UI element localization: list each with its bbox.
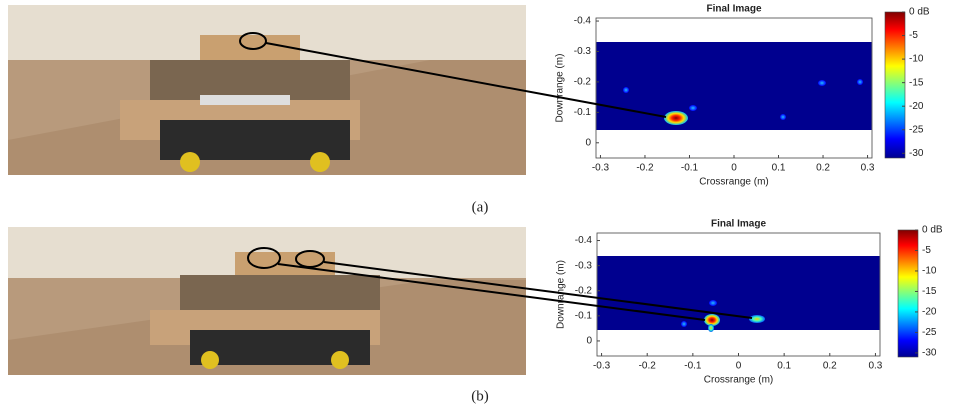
y-axis-label: Downrange (m) (556, 260, 567, 329)
caption: (a) (472, 199, 489, 215)
y-tick-label: -0.1 (574, 107, 592, 118)
reflection (818, 80, 826, 86)
y-tick-label: -0.4 (575, 235, 593, 246)
y-tick-label: 0 (585, 137, 591, 148)
y-tick-label: -0.2 (574, 77, 592, 88)
colorbar-tick-label: 0 dB (922, 225, 943, 236)
reflection (623, 87, 629, 93)
colorbar (897, 229, 919, 358)
reflection (664, 111, 688, 125)
x-tick-label: -0.1 (684, 361, 702, 372)
x-tick-label: 0.2 (823, 361, 837, 372)
reflection (704, 314, 720, 326)
colorbar-tick-label: -15 (922, 286, 937, 297)
image-data (596, 42, 872, 130)
caption: (b) (471, 388, 489, 404)
colorbar-tick-label: -5 (922, 245, 931, 256)
reflection (749, 315, 765, 323)
colorbar-tick-label: -15 (909, 77, 924, 88)
x-tick-label: 0 (731, 163, 737, 174)
reflection (689, 105, 697, 111)
x-axis-label: Crossrange (m) (704, 375, 773, 386)
colorbar-tick-label: -10 (922, 266, 937, 277)
x-tick-label: -0.2 (636, 163, 654, 174)
reflection (708, 324, 714, 332)
reflection (709, 300, 717, 306)
y-tick-label: -0.1 (575, 310, 593, 321)
colorbar (884, 11, 906, 159)
colorbar-tick-label: -25 (922, 327, 937, 338)
colorbar-tick-label: -30 (922, 348, 937, 359)
x-tick-label: 0.3 (868, 361, 882, 372)
connector (265, 42, 753, 321)
colorbar-tick-label: -20 (909, 101, 924, 112)
y-tick-label: 0 (586, 336, 592, 347)
y-tick-label: -0.4 (574, 16, 592, 27)
photo (8, 227, 526, 375)
colorbar-tick-label: -25 (909, 124, 924, 135)
x-tick-label: 0.1 (772, 163, 786, 174)
colorbar-tick-label: 0 dB (909, 7, 930, 18)
colorbar-tick-label: -30 (909, 148, 924, 159)
colorbar-tick-label: -5 (909, 30, 918, 41)
colorbar-tick-label: -10 (909, 54, 924, 65)
x-tick-label: -0.3 (593, 361, 611, 372)
image-data (597, 256, 880, 330)
plot-title: Final Image (706, 4, 761, 15)
reflection (681, 321, 687, 327)
x-axis-label: Crossrange (m) (699, 177, 768, 188)
x-tick-label: 0.2 (816, 163, 830, 174)
x-tick-label: -0.3 (592, 163, 610, 174)
plot-title: Final Image (711, 219, 766, 230)
x-tick-label: 0.1 (777, 361, 791, 372)
colorbar-tick-label: -20 (922, 307, 937, 318)
y-tick-label: -0.2 (575, 285, 593, 296)
x-tick-label: -0.1 (681, 163, 699, 174)
x-tick-label: -0.2 (639, 361, 657, 372)
reflection (857, 79, 863, 85)
y-tick-label: -0.3 (575, 260, 593, 271)
x-tick-label: 0 (736, 361, 742, 372)
x-tick-label: 0.3 (861, 163, 875, 174)
y-tick-label: -0.3 (574, 46, 592, 57)
photo (8, 5, 526, 175)
reflection (780, 114, 786, 120)
y-axis-label: Downrange (m) (555, 54, 566, 123)
